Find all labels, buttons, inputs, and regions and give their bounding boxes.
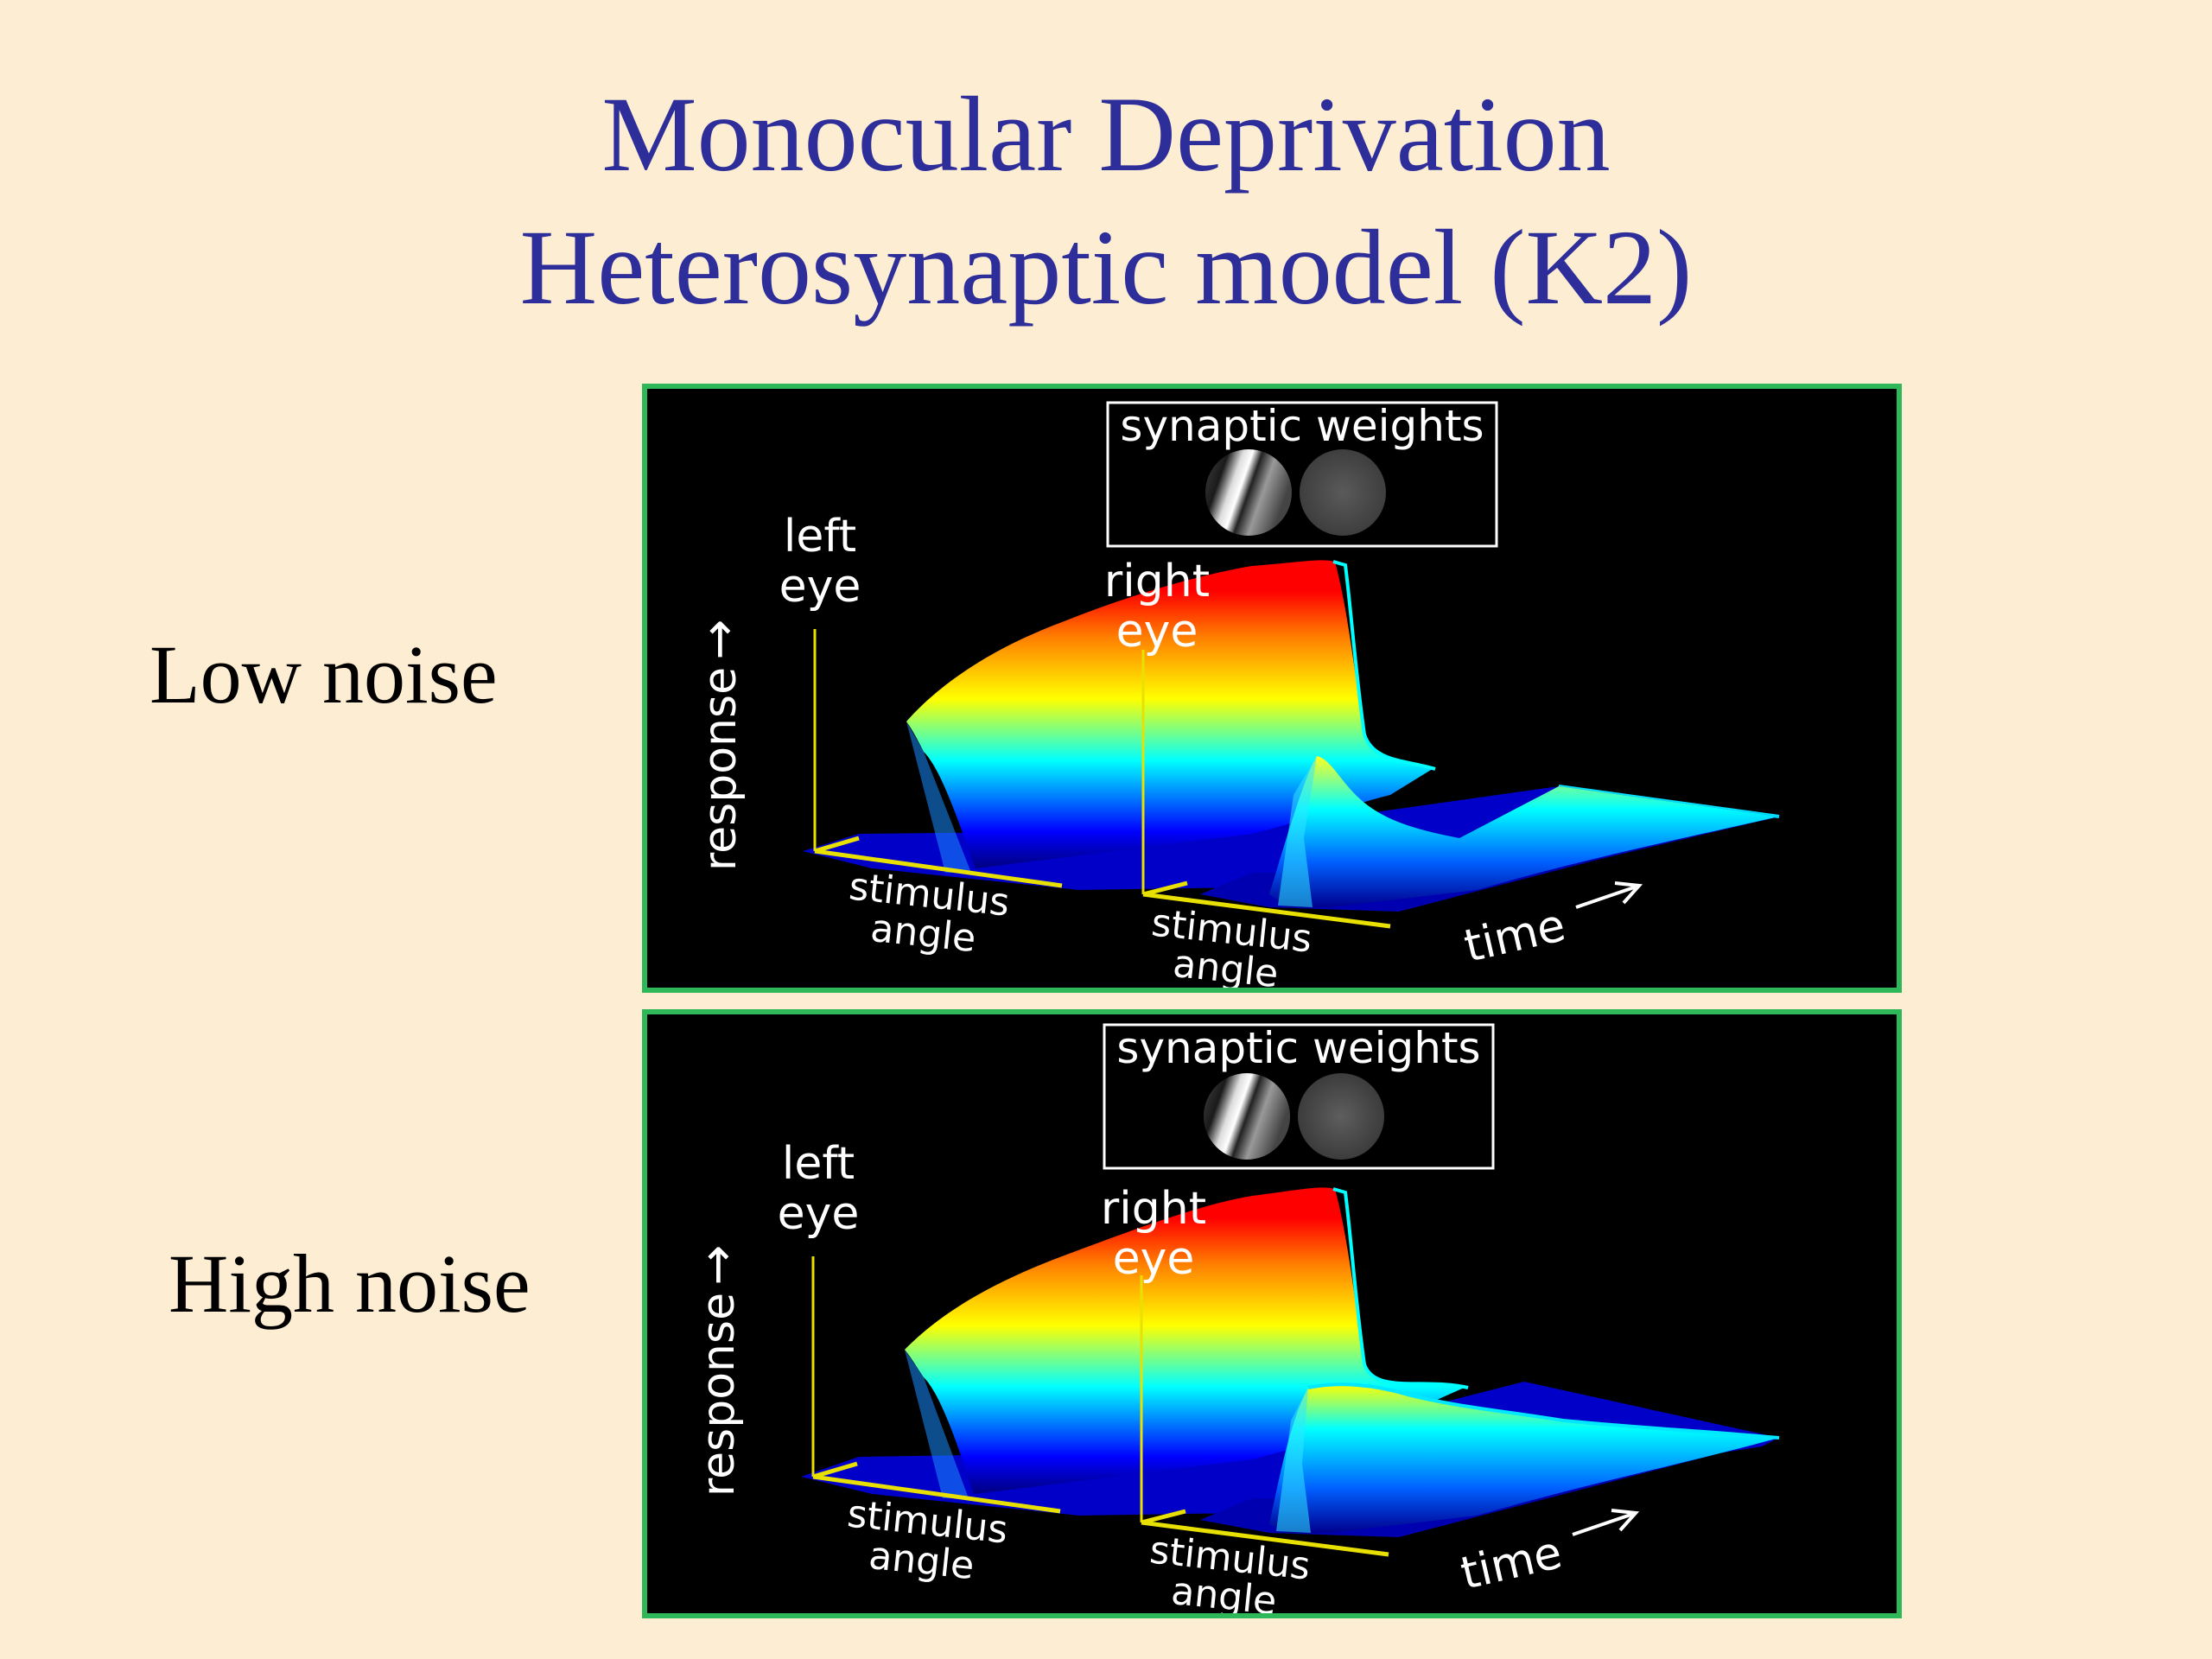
time-axis-label: time xyxy=(1456,1527,1567,1600)
high-noise-panel: synaptic weights response → left xyxy=(642,1009,1902,1618)
row-label-high-noise: High noise xyxy=(168,1237,531,1330)
left-eye-weight-patch xyxy=(1205,449,1292,536)
synaptic-weights-box xyxy=(1106,401,1498,548)
time-axis-label: time xyxy=(1459,899,1570,973)
right-eye-label-line-1: right xyxy=(1104,556,1210,607)
synaptic-weights-box xyxy=(1103,1023,1495,1170)
right-eye-weight-patch xyxy=(1300,449,1386,536)
left-eye-label-line-2: eye xyxy=(778,1188,860,1240)
response-axis-label: response xyxy=(695,667,747,871)
left-eye-label-line-2: eye xyxy=(779,561,861,613)
left-eye-weight-patch xyxy=(1204,1073,1290,1160)
low-noise-surface-plot: synaptic weights response xyxy=(691,401,1780,988)
left-eye-stimulus-axis xyxy=(812,1474,1061,1514)
left-eye-label-line-1: left xyxy=(784,511,856,563)
synaptic-weights-label: synaptic weights xyxy=(1116,1023,1480,1073)
time-arrow-icon xyxy=(1575,881,1643,909)
right-eye-stimulus-axis xyxy=(1142,892,1391,929)
response-arrow-icon: → xyxy=(691,620,747,660)
right-eye-response-surface xyxy=(1269,756,1779,907)
left-eye-stimulus-axis xyxy=(814,849,1063,888)
row-label-low-noise: Low noise xyxy=(149,628,498,721)
left-eye-label-line-1: left xyxy=(782,1138,855,1190)
right-eye-label-line-1: right xyxy=(1101,1183,1206,1235)
response-arrow-icon: → xyxy=(690,1245,746,1286)
right-eye-weight-patch xyxy=(1298,1073,1384,1160)
response-axis-label: response xyxy=(693,1293,745,1497)
time-arrow-icon xyxy=(1572,1509,1640,1536)
synaptic-weights-label: synaptic weights xyxy=(1120,401,1484,451)
right-eye-stimulus-axis xyxy=(1141,1520,1389,1557)
high-noise-surface-plot: synaptic weights response → left xyxy=(690,1023,1780,1613)
right-eye-response-surface xyxy=(1269,1384,1779,1533)
slide-title-line-1: Monocular Deprivation xyxy=(601,75,1611,194)
right-eye-label-line-2: eye xyxy=(1116,606,1198,658)
low-noise-panel: synaptic weights response xyxy=(642,384,1902,993)
left-stimulus-label-line-2: angle xyxy=(867,1534,976,1588)
right-eye-label-line-2: eye xyxy=(1113,1233,1195,1285)
left-stimulus-label-line-2: angle xyxy=(868,906,978,961)
slide-title-line-2: Heterosynaptic model (K2) xyxy=(519,208,1693,327)
